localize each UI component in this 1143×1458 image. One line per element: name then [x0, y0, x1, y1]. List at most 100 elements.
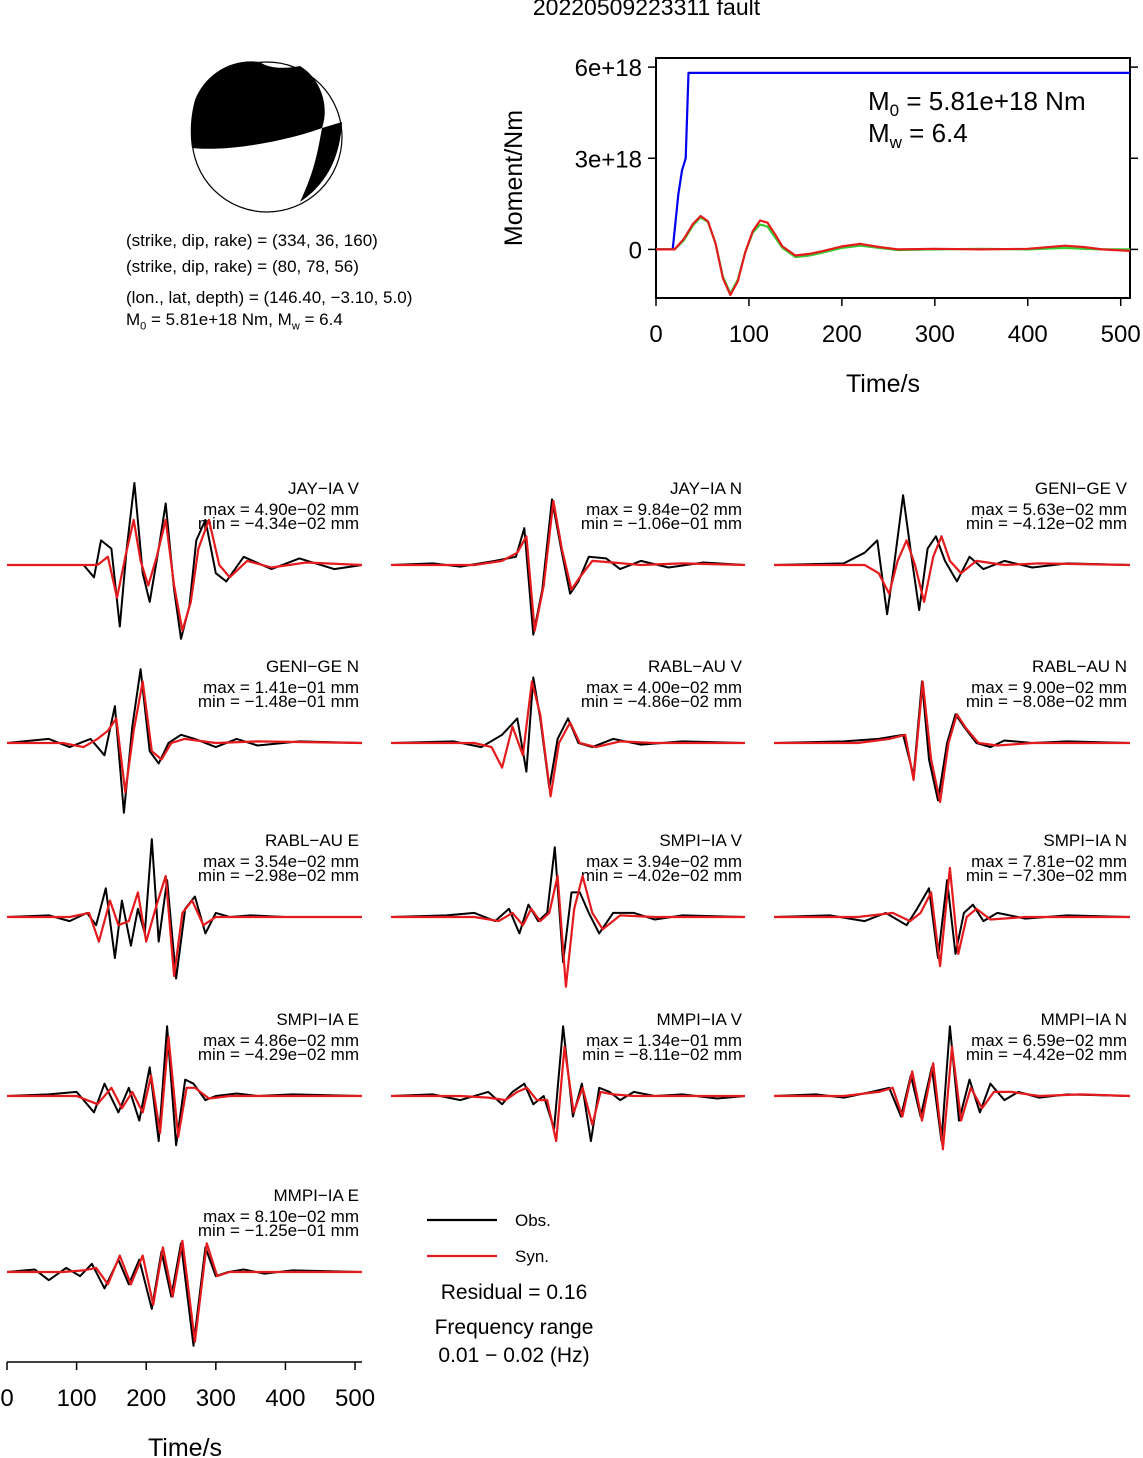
observed-trace	[6, 1025, 363, 1147]
panel-station-label: RABL−AU N	[1032, 657, 1127, 676]
moment-x-tick-label: 400	[1008, 321, 1048, 348]
observed-trace	[773, 680, 1131, 802]
observed-trace	[773, 494, 1131, 616]
panel-station-label: GENI−GE N	[266, 657, 359, 676]
panel-station-label: SMPI−IA N	[1043, 831, 1127, 850]
panel-min-label: min = −7.30e−02 mm	[966, 866, 1127, 885]
panel-min-label: min = −8.11e−02 mm	[582, 1045, 742, 1064]
panel-station-label: JAY−IA V	[288, 479, 360, 498]
synthetic-trace	[7, 874, 362, 978]
panel-min-label: min = −4.86e−02 mm	[581, 692, 742, 711]
panel-max-label: max = 3.94e−02 mm	[586, 852, 742, 871]
waveform-time-axis: 0 100 200 300 400 500 Time/s	[0, 1361, 375, 1458]
moment-x-label: Time/s	[846, 370, 920, 398]
panel-max-label: max = 7.81e−02 mm	[971, 852, 1127, 871]
moment-y-tick-label: 6e+18	[575, 55, 642, 82]
panel-min-label: min = −4.42e−02 mm	[966, 1045, 1127, 1064]
location-text: (lon., lat, depth) = (146.40, −3.10, 5.0…	[126, 288, 413, 307]
moment-x-tick-label: 100	[729, 321, 769, 348]
mw-value: 6.4	[319, 310, 343, 329]
synthetic-trace	[774, 866, 1130, 968]
observed-trace	[6, 838, 362, 980]
m0-value: 5.81e+18 Nm	[165, 310, 269, 329]
synthetic-trace	[774, 1045, 1131, 1151]
panel-min-label: min = −4.34e−02 mm	[198, 514, 359, 533]
moment-y-label: Moment/Nm	[500, 110, 528, 246]
plane1-text: (strike, dip, rake) = (334, 36, 160)	[126, 231, 378, 250]
legend: Obs. Syn. Residual = 0.16 Frequency range 0.…	[427, 1211, 593, 1367]
panel-station-label: SMPI−IA E	[276, 1010, 359, 1029]
panel-min-label: min = −2.98e−02 mm	[198, 866, 359, 885]
panel-max-label: max = 5.63e−02 mm	[971, 500, 1127, 519]
synthetic-trace	[391, 1045, 745, 1143]
panel-max-label: max = 8.10e−02 mm	[203, 1207, 359, 1226]
wave-x-tick-label: 300	[196, 1385, 236, 1412]
beachball-icon	[190, 61, 343, 213]
wave-x-tick-label: 200	[126, 1385, 166, 1412]
panel-min-label: min = −1.48e−01 mm	[198, 692, 359, 711]
frequency-range: 0.01 − 0.02 (Hz)	[438, 1344, 589, 1367]
panel-station-label: MMPI−IA E	[274, 1186, 360, 1205]
panel-station-label: SMPI−IA V	[659, 831, 742, 850]
panel-min-label: min = −4.12e−02 mm	[966, 514, 1127, 533]
plane2-text: (strike, dip, rake) = (80, 78, 56)	[126, 257, 359, 276]
moment-chart: 0 100 200 300 400 500 0 3e+18 6e+18 Time/s Moment/…	[500, 55, 1141, 398]
legend-label: Syn.	[515, 1247, 549, 1266]
synthetic-trace	[7, 518, 363, 632]
moment-series-rate_red	[656, 214, 1131, 297]
moment-x-tick-label: 0	[649, 321, 662, 348]
wave-x-label: Time/s	[148, 1434, 222, 1458]
synthetic-trace	[774, 680, 1130, 804]
panel-max-label: max = 1.34e−01 mm	[586, 1031, 742, 1050]
wave-x-tick-label: 500	[335, 1385, 375, 1412]
panel-max-label: max = 4.90e−02 mm	[203, 500, 359, 519]
moment-m0-annotation: M0 = 5.81e+18 Nm	[868, 86, 1086, 120]
wave-x-tick-label: 0	[0, 1385, 13, 1412]
moment-series-rate_green	[656, 216, 1130, 295]
panel-max-label: max = 4.86e−02 mm	[203, 1031, 359, 1050]
moment-series-moment	[656, 71, 1130, 251]
figure-title: 20220509223311 fault	[532, 0, 761, 20]
panel-min-label: min = −4.02e−02 mm	[581, 866, 742, 885]
panel-station-label: JAY−IA N	[670, 479, 742, 498]
legend-label: Obs.	[515, 1211, 551, 1230]
moment-x-tick-label: 200	[822, 321, 862, 348]
panel-max-label: max = 4.00e−02 mm	[586, 678, 742, 697]
synthetic-trace	[774, 535, 1131, 604]
wave-x-tick-label: 400	[265, 1385, 305, 1412]
panel-station-label: MMPI−IA V	[657, 1010, 743, 1029]
moment-x-tick-label: 500	[1101, 321, 1141, 348]
panel-min-label: min = −1.25e−01 mm	[198, 1221, 359, 1240]
wave-x-tick-label: 100	[57, 1385, 97, 1412]
synthetic-trace	[391, 680, 745, 798]
synthetic-trace	[7, 680, 363, 794]
synthetic-trace	[7, 1035, 362, 1139]
magnitude-text: M0 = 5.81e+18 Nm, Mw = 6.4	[126, 310, 343, 333]
synthetic-trace	[391, 499, 746, 632]
moment-y-tick-label: 3e+18	[575, 146, 642, 173]
observed-trace	[6, 668, 363, 814]
panel-max-label: max = 9.00e−02 mm	[971, 678, 1127, 697]
panel-max-label: max = 1.41e−01 mm	[203, 678, 359, 697]
moment-x-tick-label: 300	[915, 321, 955, 348]
residual-text: Residual = 0.16	[441, 1281, 588, 1304]
panel-station-label: RABL−AU E	[265, 831, 359, 850]
panel-station-label: MMPI−IA N	[1041, 1010, 1127, 1029]
panel-max-label: max = 9.84e−02 mm	[586, 500, 742, 519]
synthetic-trace	[7, 1239, 362, 1343]
